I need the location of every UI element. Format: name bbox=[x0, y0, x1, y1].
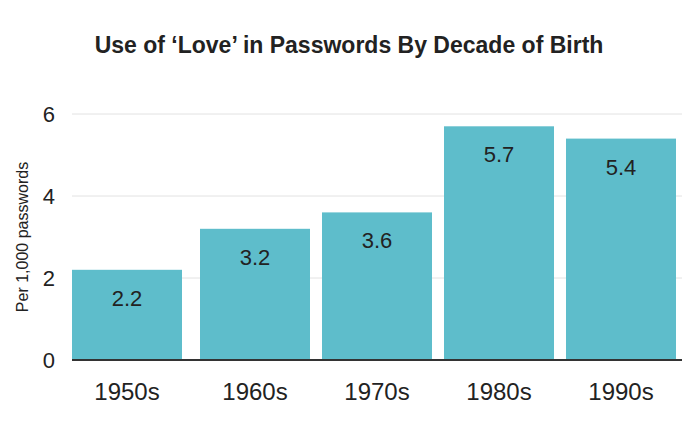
title: Use of ‘Love’ in Passwords By Decade of … bbox=[95, 32, 604, 58]
y-tick-label: 2 bbox=[43, 266, 55, 291]
bar bbox=[444, 126, 554, 360]
data-label: 5.4 bbox=[606, 155, 637, 180]
y-tick-label: 0 bbox=[43, 348, 55, 373]
chart-container: Use of ‘Love’ in Passwords By Decade of … bbox=[0, 0, 698, 435]
x-tick-label: 1960s bbox=[222, 378, 287, 405]
y-tick-label: 4 bbox=[43, 184, 55, 209]
data-label: 5.7 bbox=[484, 142, 515, 167]
bar bbox=[566, 139, 676, 360]
x-tick-label: 1980s bbox=[466, 378, 531, 405]
grid-line bbox=[72, 360, 682, 361]
x-tick-label: 1990s bbox=[588, 378, 653, 405]
y-tick-label: 6 bbox=[43, 102, 55, 127]
labels: 2.2 1950s 3.2 1960s 3.6 1970s 5.7 1980s 5.4 1990s bbox=[94, 142, 653, 405]
bar bbox=[200, 229, 310, 360]
grid-line bbox=[72, 114, 682, 115]
y-axis-label: Per 1,000 passwords bbox=[14, 162, 31, 312]
chart-svg: Use of ‘Love’ in Passwords By Decade of … bbox=[0, 0, 698, 435]
data-label: 2.2 bbox=[112, 286, 143, 311]
data-label: 3.6 bbox=[362, 228, 393, 253]
x-tick-label: 1970s bbox=[344, 378, 409, 405]
bar bbox=[72, 270, 182, 360]
x-tick-label: 1950s bbox=[94, 378, 159, 405]
bars bbox=[72, 126, 676, 360]
data-label: 3.2 bbox=[240, 245, 271, 270]
bar bbox=[322, 212, 432, 360]
x-axis-line bbox=[72, 359, 682, 361]
